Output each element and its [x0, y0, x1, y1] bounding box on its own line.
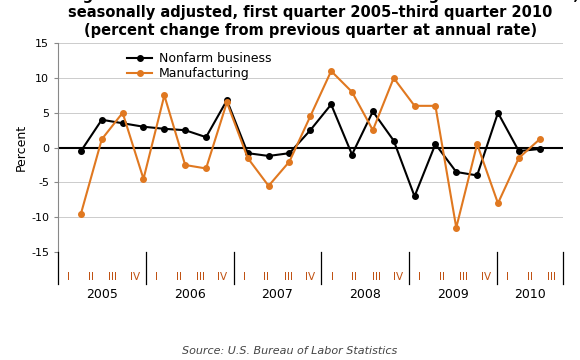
Nonfarm business [98, 118, 105, 122]
Nonfarm business [453, 170, 460, 174]
Nonfarm business [495, 111, 502, 115]
Manufacturing [286, 159, 293, 164]
Nonfarm business [411, 194, 418, 198]
Nonfarm business [328, 102, 335, 107]
Text: I: I [67, 272, 70, 282]
Nonfarm business [265, 154, 272, 158]
Text: IV: IV [305, 272, 316, 282]
Text: 2005: 2005 [86, 288, 118, 301]
Nonfarm business [161, 127, 168, 131]
Manufacturing [140, 177, 147, 181]
Manufacturing [202, 166, 209, 171]
Manufacturing [369, 128, 376, 132]
Text: II: II [88, 272, 94, 282]
Text: IV: IV [393, 272, 403, 282]
Y-axis label: Percent: Percent [15, 124, 28, 171]
Manufacturing [161, 93, 168, 98]
Manufacturing [119, 111, 126, 115]
Manufacturing [516, 156, 523, 160]
Manufacturing [432, 104, 439, 108]
Manufacturing [182, 163, 188, 167]
Text: IV: IV [481, 272, 491, 282]
Text: IV: IV [130, 272, 140, 282]
Nonfarm business [432, 142, 439, 146]
Manufacturing [411, 104, 418, 108]
Text: III: III [284, 272, 293, 282]
Text: II: II [439, 272, 445, 282]
Text: I: I [506, 272, 509, 282]
Text: 2007: 2007 [262, 288, 293, 301]
Nonfarm business [474, 173, 481, 177]
Manufacturing [390, 76, 397, 80]
Text: II: II [263, 272, 270, 282]
Manufacturing [328, 69, 335, 73]
Text: III: III [196, 272, 205, 282]
Nonfarm business [390, 139, 397, 143]
Text: 2009: 2009 [437, 288, 469, 301]
Manufacturing [265, 184, 272, 188]
Line: Manufacturing: Manufacturing [78, 68, 542, 230]
Legend: Nonfarm business, Manufacturing: Nonfarm business, Manufacturing [125, 49, 274, 83]
Nonfarm business [119, 121, 126, 125]
Text: 2010: 2010 [514, 288, 546, 301]
Manufacturing [223, 100, 230, 104]
Nonfarm business [307, 128, 314, 132]
Manufacturing [98, 137, 105, 141]
Manufacturing [307, 114, 314, 118]
Text: Source: U.S. Bureau of Labor Statistics: Source: U.S. Bureau of Labor Statistics [182, 346, 398, 356]
Text: III: III [547, 272, 556, 282]
Manufacturing [349, 90, 356, 94]
Nonfarm business [244, 151, 251, 155]
Nonfarm business [202, 135, 209, 139]
Text: 2006: 2006 [174, 288, 205, 301]
Text: II: II [527, 272, 532, 282]
Text: I: I [331, 272, 333, 282]
Title: Change in nonfarm business and manufacturing unit labor costs,
seasonally adjust: Change in nonfarm business and manufactu… [41, 0, 579, 38]
Nonfarm business [286, 151, 293, 155]
Text: 2008: 2008 [349, 288, 381, 301]
Nonfarm business [349, 152, 356, 157]
Manufacturing [495, 201, 502, 206]
Nonfarm business [369, 109, 376, 113]
Manufacturing [244, 156, 251, 160]
Text: III: III [459, 272, 469, 282]
Text: I: I [155, 272, 158, 282]
Manufacturing [474, 142, 481, 146]
Text: I: I [243, 272, 246, 282]
Text: IV: IV [218, 272, 227, 282]
Text: II: II [176, 272, 182, 282]
Nonfarm business [223, 98, 230, 103]
Nonfarm business [78, 149, 85, 153]
Text: III: III [108, 272, 117, 282]
Text: II: II [351, 272, 357, 282]
Manufacturing [453, 225, 460, 230]
Line: Nonfarm business: Nonfarm business [78, 98, 542, 199]
Text: III: III [372, 272, 380, 282]
Manufacturing [536, 137, 543, 141]
Nonfarm business [536, 147, 543, 151]
Nonfarm business [516, 149, 523, 153]
Nonfarm business [182, 128, 188, 132]
Text: I: I [419, 272, 422, 282]
Nonfarm business [140, 125, 147, 129]
Manufacturing [78, 212, 85, 216]
